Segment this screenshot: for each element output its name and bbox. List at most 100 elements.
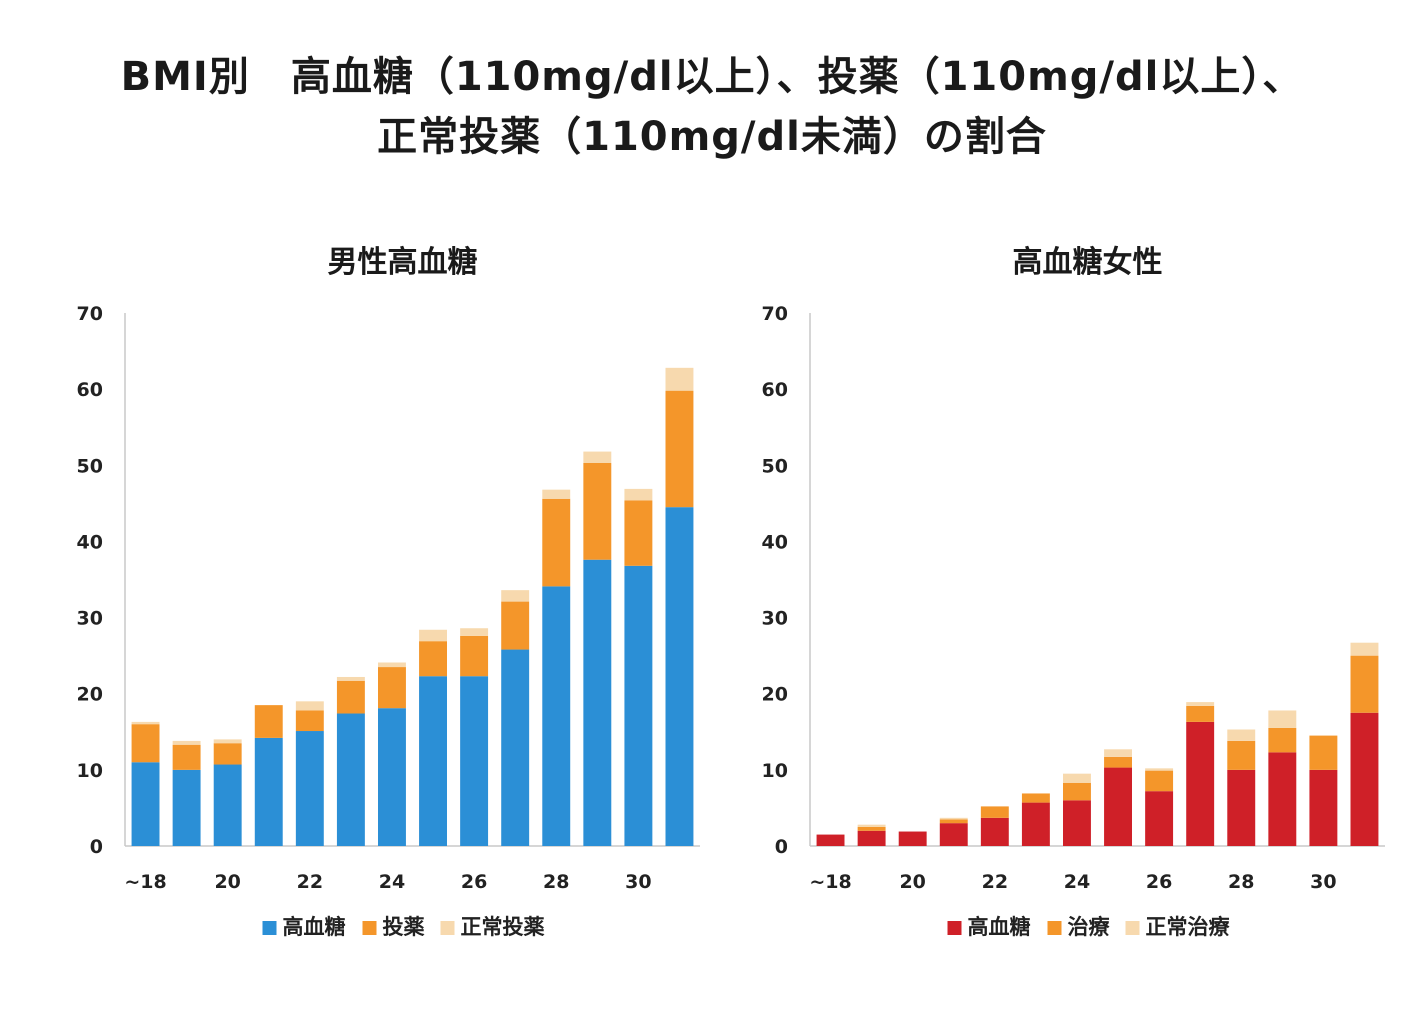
female-bar-b bbox=[1021, 793, 1050, 803]
male-chart-title: 男性高血糖 bbox=[328, 245, 478, 280]
male-y-tick-label: 20 bbox=[77, 684, 103, 706]
female-bar-c bbox=[1186, 702, 1215, 706]
female-y-tick-label: 50 bbox=[762, 455, 788, 477]
female-x-tick-label: ~18 bbox=[809, 871, 851, 893]
male-bar-b bbox=[665, 390, 694, 508]
female-y-tick-label: 20 bbox=[762, 684, 788, 706]
male-bar-a bbox=[378, 708, 406, 846]
female-y-tick-label: 70 bbox=[762, 303, 788, 325]
female-x-tick-label: 20 bbox=[899, 871, 925, 893]
male-bar-c bbox=[460, 628, 489, 636]
female-bar-c bbox=[1145, 768, 1174, 771]
male-bar-b bbox=[624, 500, 653, 566]
male-legend-swatch bbox=[362, 921, 377, 935]
male-bar-c bbox=[295, 701, 324, 711]
female-chart: 高血糖女性 0 10 20 30 40 50 60 70 ~18 20 22 24 26 28 30 高血糖 治療… bbox=[762, 245, 1385, 939]
male-legend-label: 正常投薬 bbox=[461, 915, 545, 939]
female-bar-a bbox=[1145, 791, 1174, 846]
male-y-tick-label: 50 bbox=[77, 455, 103, 477]
female-bar-b bbox=[1268, 727, 1297, 753]
male-bar-b bbox=[378, 667, 406, 709]
female-bar-a bbox=[1227, 769, 1256, 846]
male-legend-label: 投薬 bbox=[383, 915, 425, 939]
male-bar-a bbox=[665, 507, 694, 846]
female-bar-b bbox=[1063, 782, 1091, 801]
male-bar-a bbox=[131, 762, 160, 846]
female-bar-a bbox=[898, 831, 927, 846]
male-bar-a bbox=[254, 737, 283, 846]
female-bar-a bbox=[939, 823, 968, 846]
female-bar-a bbox=[816, 834, 845, 846]
male-bar-a bbox=[583, 559, 612, 846]
male-bar-c bbox=[583, 451, 612, 464]
female-bar-b bbox=[857, 826, 886, 831]
male-y-tick-label: 0 bbox=[90, 836, 103, 858]
male-bar-c bbox=[501, 590, 530, 602]
female-y-tick-label: 60 bbox=[762, 379, 788, 401]
female-bar-c bbox=[1227, 729, 1256, 741]
male-bar-c bbox=[131, 721, 160, 725]
male-bar-a bbox=[542, 586, 571, 846]
male-bar-a bbox=[172, 769, 201, 846]
male-bar-b bbox=[254, 705, 283, 738]
male-bar-a bbox=[501, 649, 530, 846]
male-bar-a bbox=[460, 676, 489, 846]
female-bar-a bbox=[1309, 769, 1338, 846]
female-bar-a bbox=[857, 830, 886, 846]
female-x-tick-label: 30 bbox=[1310, 871, 1336, 893]
male-y-tick-label: 40 bbox=[77, 531, 103, 553]
male-bar-c bbox=[419, 629, 447, 642]
male-y-tick-label: 60 bbox=[77, 379, 103, 401]
male-y-tick-label: 30 bbox=[77, 608, 103, 630]
female-x-tick-label: 22 bbox=[982, 871, 1008, 893]
female-bar-a bbox=[1268, 752, 1297, 846]
male-x-tick-label: 26 bbox=[461, 871, 487, 893]
male-chart: 男性高血糖 0 10 20 30 40 50 60 70 ~18 20 22 24 26 28 30 高血糖 投薬… bbox=[77, 245, 700, 939]
male-legend-swatch bbox=[440, 921, 455, 935]
female-y-tick-label: 30 bbox=[762, 608, 788, 630]
male-y-tick-label: 70 bbox=[77, 303, 103, 325]
female-legend-label: 治療 bbox=[1068, 915, 1111, 939]
male-bar-c bbox=[172, 740, 201, 745]
female-bar-b bbox=[1227, 740, 1256, 770]
male-legend-swatch bbox=[262, 921, 277, 935]
male-bar-a bbox=[624, 565, 653, 846]
male-bar-b bbox=[583, 463, 612, 560]
female-legend-label: 高血糖 bbox=[968, 915, 1031, 939]
female-bar-c bbox=[1104, 749, 1132, 757]
female-bar-b bbox=[1350, 655, 1379, 713]
female-bar-c bbox=[939, 817, 968, 820]
male-bar-b bbox=[131, 724, 160, 763]
female-legend-swatch bbox=[947, 921, 962, 935]
female-bar-b bbox=[980, 806, 1009, 818]
female-y-tick-label: 10 bbox=[762, 760, 788, 782]
female-bar-b bbox=[1145, 770, 1174, 792]
female-x-tick-label: 24 bbox=[1064, 871, 1090, 893]
male-bar-b bbox=[460, 635, 489, 677]
male-bar-c bbox=[336, 676, 365, 681]
female-bar-a bbox=[1104, 767, 1132, 846]
female-x-tick-label: 28 bbox=[1228, 871, 1254, 893]
female-legend-swatch bbox=[1047, 921, 1062, 935]
female-bar-c bbox=[1350, 642, 1379, 656]
male-x-tick-label: 20 bbox=[214, 871, 240, 893]
female-bar-a bbox=[980, 817, 1009, 846]
male-bar-c bbox=[542, 489, 571, 499]
male-y-tick-label: 10 bbox=[77, 760, 103, 782]
female-bar-c bbox=[1063, 773, 1091, 783]
male-bar-c bbox=[213, 739, 242, 744]
female-bar-b bbox=[1309, 735, 1338, 770]
male-bar-a bbox=[419, 676, 447, 846]
male-x-tick-label: 30 bbox=[625, 871, 651, 893]
female-bar-c bbox=[857, 824, 886, 827]
female-x-tick-label: 26 bbox=[1146, 871, 1172, 893]
male-bar-c bbox=[624, 488, 653, 501]
female-bar-a bbox=[1186, 721, 1215, 846]
female-bar-b bbox=[1186, 705, 1215, 722]
male-bar-b bbox=[172, 744, 201, 770]
male-bar-b bbox=[542, 498, 571, 587]
male-x-tick-label: 28 bbox=[543, 871, 569, 893]
male-bar-b bbox=[336, 680, 365, 714]
main-title-line-2: 正常投薬（110mg/dl未満）の割合 bbox=[377, 114, 1047, 160]
